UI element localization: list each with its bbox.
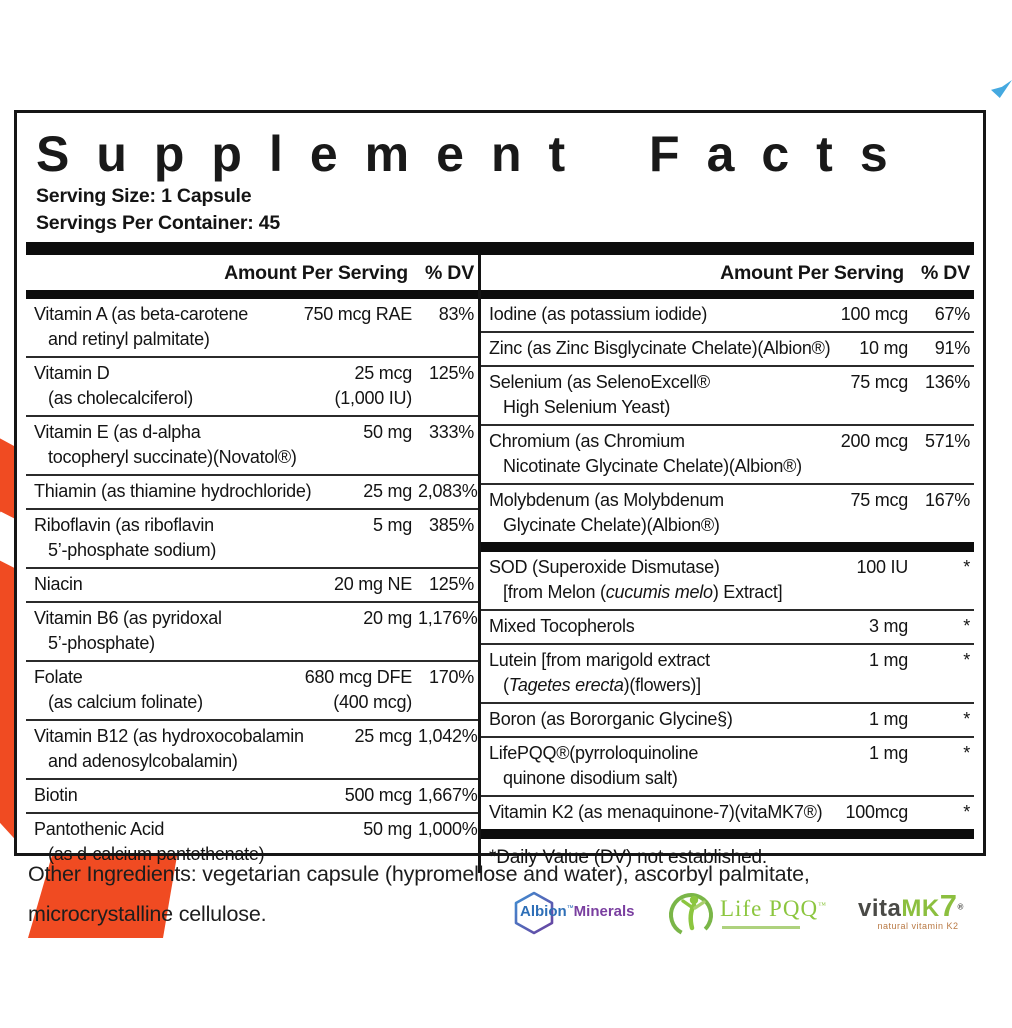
lifepqq-logo: Life PQQ™ (666, 888, 827, 944)
lifepqq-wordmark: Life PQQ (720, 896, 819, 921)
nutrient-rows-right-other: SOD (Superoxide Dismutase) [from Melon (… (481, 552, 974, 829)
column-divider (478, 255, 481, 873)
column-header: Amount Per Serving % DV (26, 255, 478, 290)
table-row-sod: SOD (Superoxide Dismutase) [from Melon (… (489, 557, 970, 602)
albion-hexagon-icon (514, 891, 554, 935)
table-row-niacin: Niacin 20 mg NE 125% (26, 567, 478, 601)
dv-footnote: *Daily Value (DV) not established. (489, 847, 767, 868)
vitamk7-mk-wordmark: MK (901, 895, 940, 922)
package-blue-accent (991, 80, 1012, 98)
panel-title: Supplement Facts (36, 126, 915, 182)
table-row-biotin: Biotin 500 mcg 1,667% (26, 778, 478, 812)
table-row-chromium: Chromium (as Chromium Nicotinate Glycinat… (481, 424, 974, 483)
header-percent-dv: % DV (424, 262, 474, 284)
header-amount-per-serving: Amount Per Serving (224, 262, 408, 284)
vitamk7-reg-mark: ® (957, 902, 964, 912)
table-row-vitamin-b6: Vitamin B6 (as pyridoxal 5’-phosphate) 20… (26, 601, 478, 660)
header-amount-per-serving: Amount Per Serving (720, 262, 904, 284)
facts-column-right: Amount Per Serving % DV Iodine (as potas… (481, 255, 974, 873)
brand-logos: Albion™Minerals Life PQQ™ vitaMK7® natur… (510, 888, 978, 944)
table-row-folate: Folate (as calcium folinate) 680 mcg DFE(… (26, 660, 478, 719)
vitamk7-subtitle: natural vitamin K2 (877, 921, 959, 931)
column-header: Amount Per Serving % DV (481, 255, 974, 290)
lifepqq-figure-icon (669, 893, 713, 937)
albion-minerals-logo: Albion™Minerals (510, 888, 635, 936)
table-row-riboflavin: Riboflavin (as riboflavin 5’-phosphate so… (26, 508, 478, 567)
lifepqq-tagline-placeholder (722, 926, 800, 929)
table-row-lutein: Lutein [from marigold extract (Tagetes e… (481, 643, 974, 702)
package-orange-band (28, 850, 178, 938)
other-ingredients: Other Ingredients: vegetarian capsule (h… (28, 862, 958, 927)
vitamk7-seven: 7 (939, 888, 958, 923)
divider-bar-bottom (481, 829, 974, 839)
divider-bar-mid (481, 542, 974, 552)
table-row-vitamin-e: Vitamin E (as d-alpha tocopheryl succinat… (26, 415, 478, 474)
vitamk7-logo: vitaMK7® natural vitamin K2 (858, 888, 978, 940)
servings-per-container: Servings Per Container: 45 (36, 212, 281, 234)
table-row-selenium: Selenium (as SelenoExcell® High Selenium … (481, 365, 974, 424)
table-row-zinc: Zinc (as Zinc Bisglycinate Chelate)(Albi… (481, 331, 974, 365)
supplement-facts-panel: Supplement Facts Serving Size: 1 Capsule… (14, 110, 986, 873)
table-row-lifepqq: LifePQQ®(pyrroloquinoline quinone disodiu… (481, 736, 974, 795)
minerals-wordmark: Minerals (573, 903, 635, 920)
albion-wordmark: Albion (520, 903, 567, 920)
other-ingredients-line1: Other Ingredients: vegetarian capsule (h… (28, 862, 810, 886)
table-row-thiamin: Thiamin (as thiamine hydrochloride) 25 m… (26, 474, 478, 508)
table-row-vitamin-a: Vitamin A (as beta-carotene and retinyl p… (34, 304, 474, 349)
header-percent-dv: % DV (920, 262, 970, 284)
nutrient-rows-right-minerals: Iodine (as potassium iodide) 100 mcg 67%… (481, 299, 974, 542)
other-ingredients-line2: microcrystalline cellulose. (28, 902, 267, 926)
lifepqq-tm: ™ (818, 900, 827, 910)
divider-bar (481, 290, 974, 299)
serving-size: Serving Size: 1 Capsule (36, 185, 252, 207)
table-row-vitamin-d: Vitamin D (as cholecalciferol) 25 mcg (1,0… (26, 356, 478, 415)
facts-column-left: Amount Per Serving % DV Vitamin A (as be… (26, 255, 478, 873)
facts-columns: Amount Per Serving % DV Vitamin A (as be… (26, 255, 974, 873)
table-row-vitamin-k2: Vitamin K2 (as menaquinone-7)(vitaMK7®) … (481, 795, 974, 829)
table-row-boron: Boron (as Bororganic Glycine§) 1 mg * (481, 702, 974, 736)
divider-bar-top (26, 242, 974, 255)
table-row-mixed-tocopherols: Mixed Tocopherols 3 mg * (481, 609, 974, 643)
table-row-iodine: Iodine (as potassium iodide) 100 mcg 67% (489, 304, 970, 324)
vitamk7-vita-wordmark: vita (858, 895, 902, 922)
nutrient-rows-left: Vitamin A (as beta-carotene and retinyl p… (26, 299, 478, 871)
table-row-molybdenum: Molybdenum (as Molybdenum Glycinate Chela… (481, 483, 974, 542)
albion-tm: ™ (566, 905, 574, 912)
divider-bar (26, 290, 478, 299)
table-row-pantothenic-acid: Pantothenic Acid (as d-calcium pantothena… (26, 812, 478, 871)
table-row-vitamin-b12: Vitamin B12 (as hydroxocobalamin and aden… (26, 719, 478, 778)
